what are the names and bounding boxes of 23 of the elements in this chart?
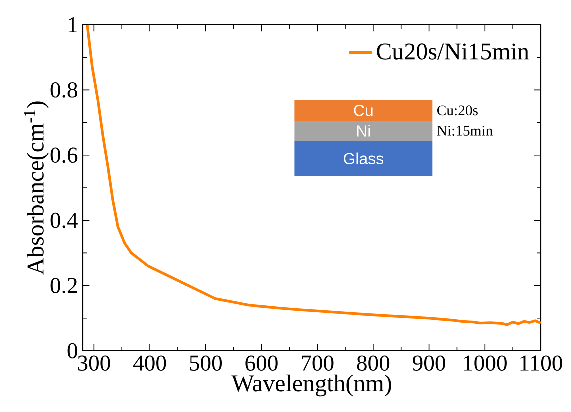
annotation: Cu:20s xyxy=(438,106,478,116)
x-tick-label: 1100 xyxy=(520,356,562,372)
y-tick-label: 0.2 xyxy=(50,278,78,294)
x-tick-label: 900 xyxy=(413,356,446,372)
x-tick-label: 700 xyxy=(302,356,334,372)
x-tick-label: 600 xyxy=(246,356,278,372)
x-tick-label: 400 xyxy=(133,356,166,372)
x-tick-label: 300 xyxy=(78,356,110,372)
y-axis-title: Absorbance(cm$^{-1}$) xyxy=(24,102,49,276)
legend-label: Cu20s/Ni15min xyxy=(377,44,530,60)
x-tick-label: 500 xyxy=(190,356,222,372)
annotation: Cu xyxy=(354,104,373,116)
y-tick-label: 1 xyxy=(68,18,77,32)
annotation: Ni xyxy=(357,125,370,137)
x-tick-label: 1000 xyxy=(464,356,507,372)
y-tick-label: 0.6 xyxy=(50,148,78,164)
x-tick-label: 800 xyxy=(357,356,390,372)
y-tick-label: 0 xyxy=(68,343,78,359)
annotation: Glass xyxy=(344,152,384,165)
x-axis-title: Wavelength(nm) xyxy=(232,374,392,397)
annotation: Ni:15min xyxy=(437,126,493,136)
y-tick-label: 0.4 xyxy=(50,212,78,228)
y-tick-label: 0.8 xyxy=(50,82,78,98)
